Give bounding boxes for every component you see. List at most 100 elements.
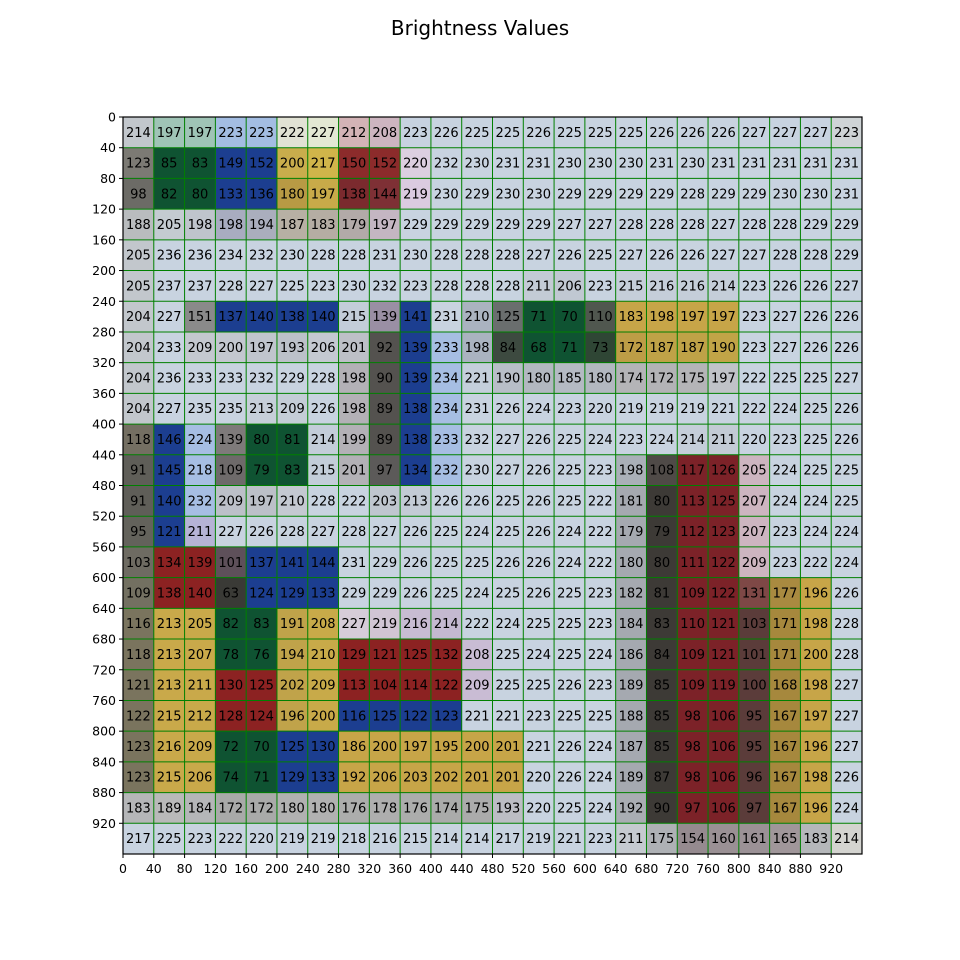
heatmap-cell xyxy=(677,270,709,302)
cell-value-label: 79 xyxy=(253,464,270,479)
heatmap-cell xyxy=(677,546,709,579)
x-tick-label: 120 xyxy=(203,861,227,876)
cell-value-label: 186 xyxy=(342,740,367,755)
cell-value-label: 229 xyxy=(280,372,305,387)
cell-value-label: 197 xyxy=(711,372,736,387)
cell-value-label: 228 xyxy=(834,617,859,632)
cell-value-label: 223 xyxy=(588,617,613,632)
heatmap-cell xyxy=(123,270,155,302)
cell-value-label: 138 xyxy=(157,586,182,601)
heatmap-cell xyxy=(123,823,155,855)
heatmap-cell xyxy=(153,546,186,579)
heatmap-cell xyxy=(215,792,247,824)
cell-value-label: 218 xyxy=(342,832,367,847)
heatmap-cell xyxy=(492,823,524,855)
heatmap-cell xyxy=(184,516,216,548)
cell-value-label: 225 xyxy=(526,617,551,632)
cell-value-label: 123 xyxy=(126,771,151,786)
heatmap-cell xyxy=(215,424,247,456)
heatmap-cell xyxy=(461,546,493,579)
heatmap-cell xyxy=(246,301,278,333)
y-tick-label: 560 xyxy=(92,539,116,554)
cell-value-label: 225 xyxy=(773,372,798,387)
heatmap-cell xyxy=(400,761,432,794)
cell-value-label: 218 xyxy=(188,464,213,479)
heatmap-cell xyxy=(800,792,832,824)
heatmap-cell xyxy=(738,301,771,333)
cell-value-label: 226 xyxy=(834,771,859,786)
heatmap-cell xyxy=(184,239,216,272)
heatmap-cell xyxy=(738,761,771,794)
cell-value-label: 216 xyxy=(649,279,674,294)
heatmap-cell xyxy=(246,147,278,179)
cell-value-label: 98 xyxy=(684,740,701,755)
cell-value-label: 172 xyxy=(249,801,274,816)
cell-value-label: 227 xyxy=(834,279,859,294)
cell-value-label: 224 xyxy=(495,617,520,632)
heatmap-cell xyxy=(708,669,740,701)
cell-value-label: 225 xyxy=(557,433,582,448)
heatmap-cell xyxy=(338,823,370,855)
cell-value-label: 222 xyxy=(588,525,613,540)
cell-value-label: 227 xyxy=(588,218,613,233)
heatmap-cell xyxy=(492,270,524,302)
cell-value-label: 226 xyxy=(649,126,674,141)
heatmap-cell xyxy=(369,362,401,394)
heatmap-cell xyxy=(584,209,617,241)
heatmap-cell xyxy=(338,331,370,364)
cell-value-label: 233 xyxy=(188,372,213,387)
cell-value-label: 207 xyxy=(742,494,767,509)
heatmap-cell xyxy=(831,792,863,824)
heatmap-cell xyxy=(123,147,155,179)
y-tick-label: 320 xyxy=(92,355,116,370)
heatmap-cell xyxy=(615,516,647,548)
cell-value-label: 227 xyxy=(773,341,798,356)
heatmap-cell xyxy=(646,639,678,671)
cell-value-label: 226 xyxy=(557,679,582,694)
cell-value-label: 224 xyxy=(557,525,582,540)
heatmap-cell xyxy=(492,639,524,671)
heatmap-cell xyxy=(369,239,401,272)
heatmap-cell xyxy=(554,270,586,302)
cell-value-label: 227 xyxy=(157,310,182,325)
heatmap-cell xyxy=(276,761,309,794)
cell-value-label: 223 xyxy=(742,279,767,294)
heatmap-cell xyxy=(646,301,678,333)
cell-value-label: 204 xyxy=(126,341,151,356)
cell-value-label: 126 xyxy=(711,464,736,479)
heatmap-cell xyxy=(430,301,463,333)
cell-value-label: 98 xyxy=(684,771,701,786)
heatmap-cell xyxy=(369,393,401,425)
x-tick-label: 520 xyxy=(511,861,535,876)
cell-value-label: 236 xyxy=(188,249,213,264)
cell-value-label: 133 xyxy=(311,771,336,786)
cell-value-label: 176 xyxy=(403,801,428,816)
cell-value-label: 79 xyxy=(654,525,671,540)
cell-value-label: 71 xyxy=(530,310,547,325)
heatmap-cell xyxy=(215,669,247,701)
heatmap-cell xyxy=(369,577,401,609)
heatmap-cell xyxy=(800,731,832,763)
heatmap-cell xyxy=(430,362,463,394)
heatmap-cell xyxy=(338,209,370,241)
cell-value-label: 229 xyxy=(372,556,397,571)
heatmap-cell xyxy=(184,270,216,302)
heatmap-cell xyxy=(584,301,617,333)
heatmap-cell xyxy=(215,147,247,179)
cell-value-label: 225 xyxy=(495,648,520,663)
cell-value-label: 206 xyxy=(557,279,582,294)
heatmap-cell xyxy=(523,393,555,425)
cell-value-label: 228 xyxy=(803,249,828,264)
heatmap-cell xyxy=(646,117,678,149)
cell-value-label: 175 xyxy=(649,832,674,847)
cell-value-label: 229 xyxy=(465,187,490,202)
heatmap-cell xyxy=(492,731,524,763)
heatmap-cell xyxy=(615,485,647,517)
cell-value-label: 226 xyxy=(557,249,582,264)
heatmap-cell xyxy=(708,761,740,794)
heatmap-cell xyxy=(461,301,493,333)
heatmap-cell xyxy=(123,546,155,579)
cell-value-label: 141 xyxy=(280,556,305,571)
heatmap-cell xyxy=(831,454,863,486)
cell-value-label: 227 xyxy=(372,525,397,540)
